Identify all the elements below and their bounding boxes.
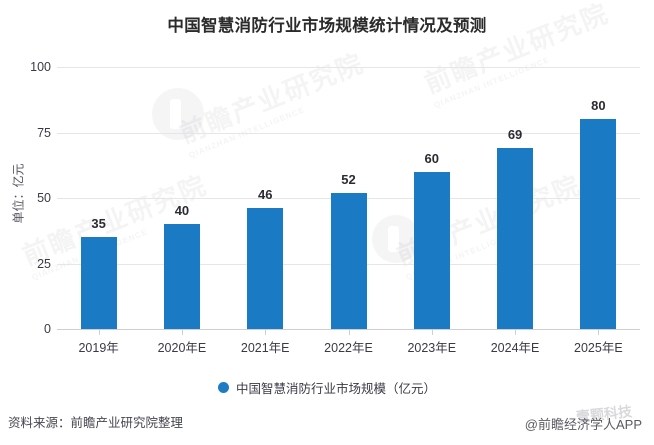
app-credit: @前瞻经济学人APP — [524, 417, 642, 432]
y-axis-tick-label: 100 — [30, 60, 51, 74]
x-axis-tick-label: 2019年 — [78, 341, 119, 355]
bar-group[interactable]: 35 — [67, 67, 131, 329]
gridline — [57, 67, 640, 68]
x-axis-tick-mark — [348, 330, 350, 335]
bar-group[interactable]: 60 — [400, 67, 464, 329]
y-axis-tick-label: 75 — [37, 125, 51, 140]
y-axis-tick-label: 50 — [37, 191, 51, 205]
x-axis-tick-mark — [98, 330, 100, 335]
bar-group[interactable]: 80 — [566, 67, 630, 329]
x-axis-tick-label: 2023年E — [407, 341, 457, 355]
bar-value-label: 80 — [591, 98, 606, 114]
bar-value-label: 40 — [174, 203, 190, 219]
x-axis-line — [57, 329, 640, 330]
x-axis-tick-mark — [598, 330, 600, 335]
bar[interactable] — [163, 224, 200, 329]
source-note: 资料来源：前瞻产业研究院整理 — [8, 416, 184, 430]
x-axis-tick-label: 2020年E — [157, 341, 207, 355]
x-axis-tick-mark — [431, 330, 433, 335]
bar-group[interactable]: 40 — [150, 67, 214, 329]
y-axis-tick-group: 0 25 50 75 100 — [0, 0, 51, 445]
bar-value-label: 69 — [507, 127, 523, 143]
bar[interactable] — [580, 119, 617, 329]
x-axis-tick-label: 2025年E — [574, 341, 623, 355]
gridline — [57, 132, 640, 134]
x-axis-tick-label: 2021年E — [240, 341, 290, 355]
bar-value-label: 60 — [424, 150, 440, 166]
x-axis-tick-label: 2024年E — [490, 341, 540, 355]
bar[interactable] — [80, 237, 117, 329]
bar-value-label: 46 — [257, 187, 273, 203]
bar[interactable] — [247, 208, 284, 329]
bar[interactable] — [497, 148, 534, 329]
legend-label: 中国智慧消防行业市场规模（亿元） — [235, 382, 436, 396]
bar-group[interactable]: 52 — [317, 67, 381, 329]
y-axis-tick-label: 0 — [44, 322, 51, 336]
x-axis-tick-mark — [181, 330, 183, 335]
y-axis-tick-label: 25 — [37, 256, 51, 271]
x-axis-tick-label: 2022年E — [324, 341, 373, 355]
chart-legend: 中国智慧消防行业市场规模（亿元） — [0, 378, 654, 397]
bar-value-label: 35 — [91, 216, 106, 232]
x-axis-tick-mark — [515, 330, 517, 335]
bar[interactable] — [330, 192, 367, 329]
bar-group[interactable]: 69 — [483, 67, 547, 329]
bar[interactable] — [413, 171, 450, 329]
x-axis-tick-mark — [265, 330, 267, 335]
chart-title: 中国智慧消防行业市场规模统计情况及预测 — [167, 17, 487, 35]
bar-value-label: 52 — [341, 171, 356, 187]
plot-area: 35 40 46 52 60 69 80 — [57, 67, 640, 330]
legend-marker-icon — [217, 382, 229, 393]
bar-group[interactable]: 46 — [233, 67, 297, 329]
